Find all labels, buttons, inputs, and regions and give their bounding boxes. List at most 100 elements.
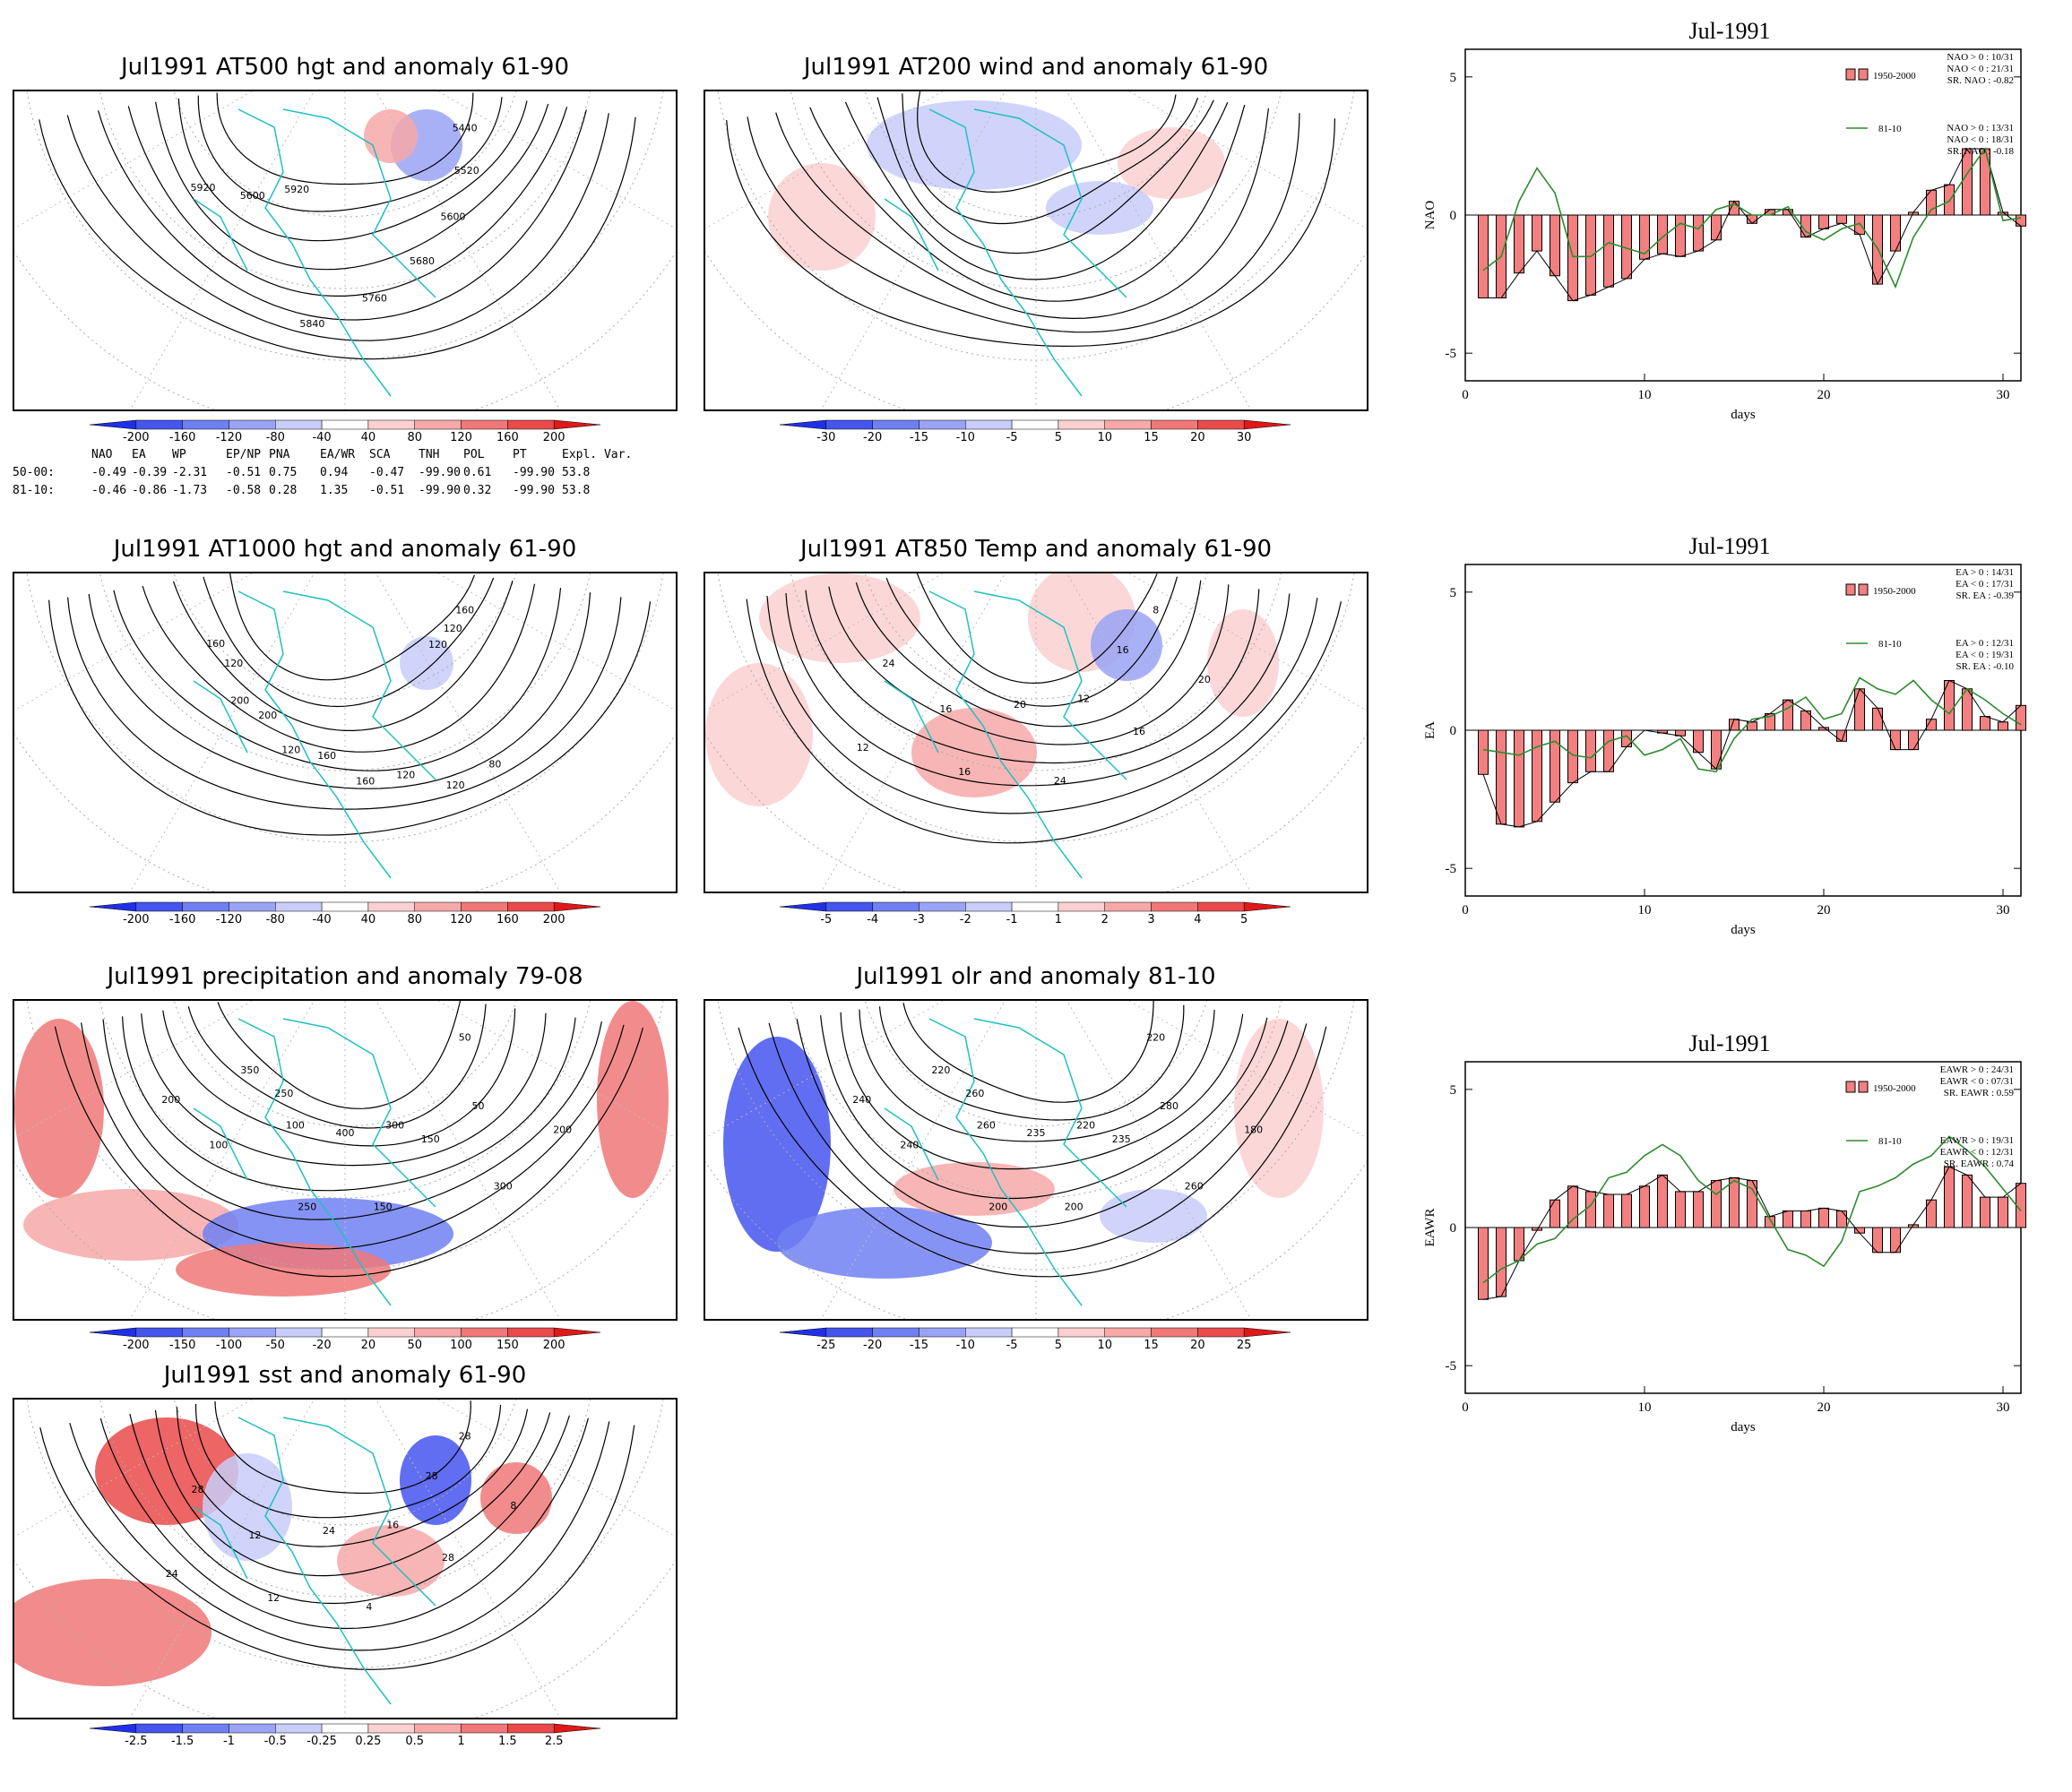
legend-label: 81-10 (1878, 1136, 1902, 1147)
contour-label: 5920 (191, 182, 216, 194)
bar (1550, 214, 1560, 277)
latitude-circle (99, 1400, 591, 1598)
contour-label: 5600 (240, 190, 265, 202)
contour-label: 220 (931, 1064, 950, 1076)
colorbar-swatch (507, 1327, 555, 1338)
contour-label: 100 (209, 1140, 228, 1151)
colorbar-tick-label: -40 (312, 431, 331, 444)
colorbar-swatch (135, 419, 183, 430)
contour-label: 24 (883, 658, 895, 669)
map-panel-olr: Jul1991 olr and anomaly 81-10 220 260 235 2… (704, 963, 1368, 1340)
contour-label: 20 (1198, 674, 1211, 685)
index-value-cell: 0.94 (320, 466, 349, 479)
contour-label: 20 (1014, 699, 1026, 711)
contour-label: 260 (965, 1088, 984, 1099)
bar (1532, 214, 1542, 252)
colorbar-swatch (182, 419, 229, 430)
contour-label: 120 (396, 769, 415, 780)
contour-label: 200 (258, 710, 277, 721)
series-line-1950-2000 (1483, 148, 2022, 302)
map-title: Jul1991 olr and anomaly 81-10 (856, 963, 1216, 990)
bar (1711, 1180, 1722, 1228)
colorbar-swatch (1197, 1327, 1245, 1338)
legend-note: SR. NAO : -0.18 (1947, 146, 2015, 157)
bar (1800, 1210, 1811, 1228)
contour-label: 235 (1027, 1127, 1046, 1139)
contour-label: 28 (459, 1431, 471, 1443)
colorbar-swatch (229, 901, 276, 912)
bar (1693, 214, 1704, 252)
legend-note: NAO > 0 : 10/31 (1947, 52, 2014, 63)
legend-swatch-bar (1845, 1081, 1856, 1093)
anomaly-shading (1046, 181, 1153, 235)
colorbar-swatch (965, 1327, 1013, 1338)
colorbar-swatch (461, 901, 508, 912)
colorbar-swatch (507, 1723, 555, 1734)
index-value-cell: 53.8 (562, 466, 591, 479)
bar (1514, 729, 1524, 828)
colorbar-olr: -25 -20 -15 -10 -5 5 10 15 20 25 (744, 1326, 1326, 1353)
index-header-cell: Expl. Var. (562, 448, 633, 461)
contour-label: 235 (1112, 1133, 1131, 1145)
contour-label: 120 (444, 623, 462, 634)
anomaly-shading (768, 163, 876, 271)
contour-label: 350 (240, 1064, 259, 1076)
map-frame: 160 120 200 160 120 80 120 160 200 120 160 120 120 (13, 572, 678, 893)
bar (1980, 716, 1990, 731)
colorbar-arrow-left (779, 419, 827, 430)
contour-line (820, 1015, 1268, 1200)
bar (1532, 729, 1542, 823)
index-value-cell: -0.51 (369, 484, 405, 497)
map-frame: 220 260 235 240 200 260 220 235 280 240 200 180 260 2… (704, 999, 1368, 1321)
colorbar-swatch (1011, 901, 1059, 912)
colorbar-tick-label: 15 (1144, 1339, 1159, 1352)
y-tick-label: 0 (1450, 724, 1457, 738)
index-row-label: 81-10: (13, 484, 55, 497)
contour-line (172, 580, 514, 731)
colorbar-tick-label: 50 (407, 1339, 422, 1352)
legend-note: SR. NAO : -0.82 (1947, 75, 2014, 86)
anomaly-shading (176, 1243, 391, 1297)
colorbar-swatch (1058, 901, 1105, 912)
colorbar-swatch (229, 1327, 276, 1338)
colorbar-tick-label: 20 (1190, 1339, 1205, 1352)
contour-label: 300 (494, 1181, 513, 1193)
bar (1890, 1227, 1901, 1254)
colorbar-tick-label: 2.5 (545, 1735, 564, 1748)
index-header-cell: EA (132, 448, 146, 461)
x-tick-label: 20 (1817, 388, 1831, 402)
bar (1783, 699, 1793, 731)
bar (1711, 729, 1722, 770)
colorbar-arrow-left (779, 901, 827, 912)
colorbar-swatch (414, 1327, 462, 1338)
colorbar-tick-label: 30 (1237, 431, 1252, 444)
contour-label: 8 (1153, 605, 1159, 616)
contour-label: 28 (192, 1484, 204, 1495)
colorbar-arrow-right (1243, 1327, 1291, 1338)
colorbar-swatch (1011, 419, 1059, 430)
colorbar-tick-label: -20 (863, 431, 882, 444)
bar (1783, 1210, 1793, 1228)
index-value-cell: -0.47 (369, 466, 405, 479)
colorbar-tick-label: -20 (863, 1339, 882, 1352)
contour-line (840, 1012, 1244, 1170)
map-frame (704, 90, 1368, 411)
bar (1585, 1191, 1596, 1228)
colorbar-tick-label: -160 (169, 913, 196, 926)
contour-line (194, 1403, 502, 1519)
colorbar-tick-label: -5 (1006, 431, 1018, 444)
colorbar-arrow-right (553, 419, 601, 430)
bar (1496, 1227, 1507, 1297)
colorbar-tick-label: 4 (1194, 913, 1201, 926)
contour-line (746, 599, 1342, 844)
colorbar-tick-label: -3 (913, 913, 925, 926)
bar (1675, 214, 1686, 257)
index-value-cell: -0.46 (91, 484, 127, 497)
contour-label: 12 (267, 1592, 280, 1604)
colorbar-tick-label: 15 (1144, 431, 1159, 444)
map-title: Jul1991 sst and anomaly 61-90 (163, 1362, 527, 1389)
meridian-line (129, 573, 315, 892)
contour-line (766, 596, 1318, 814)
colorbar-swatch (965, 901, 1013, 912)
colorbar-swatch (872, 1327, 919, 1338)
